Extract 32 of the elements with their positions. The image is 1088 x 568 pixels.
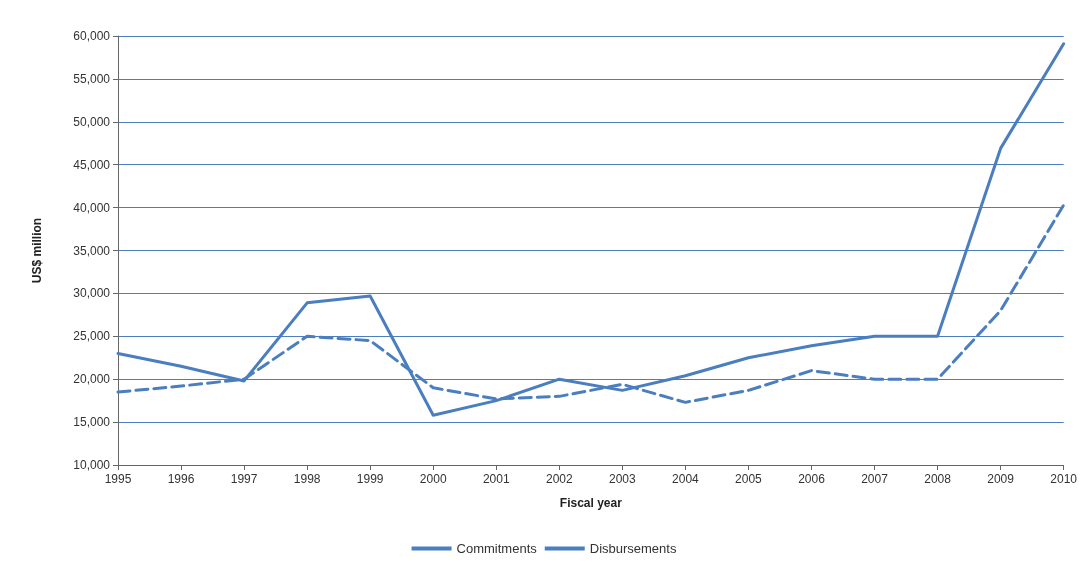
- x-tick-label: 2010: [1050, 472, 1078, 486]
- legend-label: Disbursements: [589, 541, 677, 556]
- y-tick-label: 25,000: [73, 329, 111, 344]
- x-tick-label: 2002: [545, 472, 573, 486]
- y-tick-label: 10,000: [73, 458, 111, 472]
- y-tick-label: 40,000: [73, 200, 111, 215]
- x-tick-label: 2001: [482, 472, 510, 486]
- y-tick-label: 55,000: [73, 71, 111, 86]
- x-tick-label: 2000: [419, 472, 447, 486]
- x-tick-label: 1995: [104, 472, 132, 486]
- y-tick-label: 15,000: [73, 415, 111, 430]
- x-tick-label: 2009: [987, 472, 1015, 486]
- x-tick-label: 1996: [167, 472, 195, 486]
- x-tick-label: 2007: [861, 472, 889, 486]
- y-tick-label: 45,000: [73, 157, 111, 172]
- y-tick-label: 60,000: [73, 29, 111, 43]
- y-tick-label: 20,000: [73, 372, 111, 387]
- y-tick-label: 50,000: [73, 114, 111, 129]
- y-axis-title: US$ million: [30, 217, 44, 284]
- x-tick-label: 1997: [230, 472, 258, 486]
- x-tick-label: 2003: [609, 472, 637, 486]
- legend-label: Commitments: [456, 541, 538, 556]
- x-tick-label: 2004: [672, 472, 700, 486]
- x-tick-label: 1999: [356, 472, 384, 486]
- x-axis-title: Fiscal year: [559, 496, 623, 510]
- x-tick-label: 2006: [798, 472, 826, 486]
- y-tick-label: 35,000: [73, 243, 111, 258]
- x-tick-label: 1998: [293, 472, 321, 486]
- x-tick-label: 2005: [735, 472, 763, 486]
- line-series: [116, 42, 1066, 417]
- y-tick-label: 30,000: [73, 286, 111, 301]
- x-tick-label: 2008: [924, 472, 952, 486]
